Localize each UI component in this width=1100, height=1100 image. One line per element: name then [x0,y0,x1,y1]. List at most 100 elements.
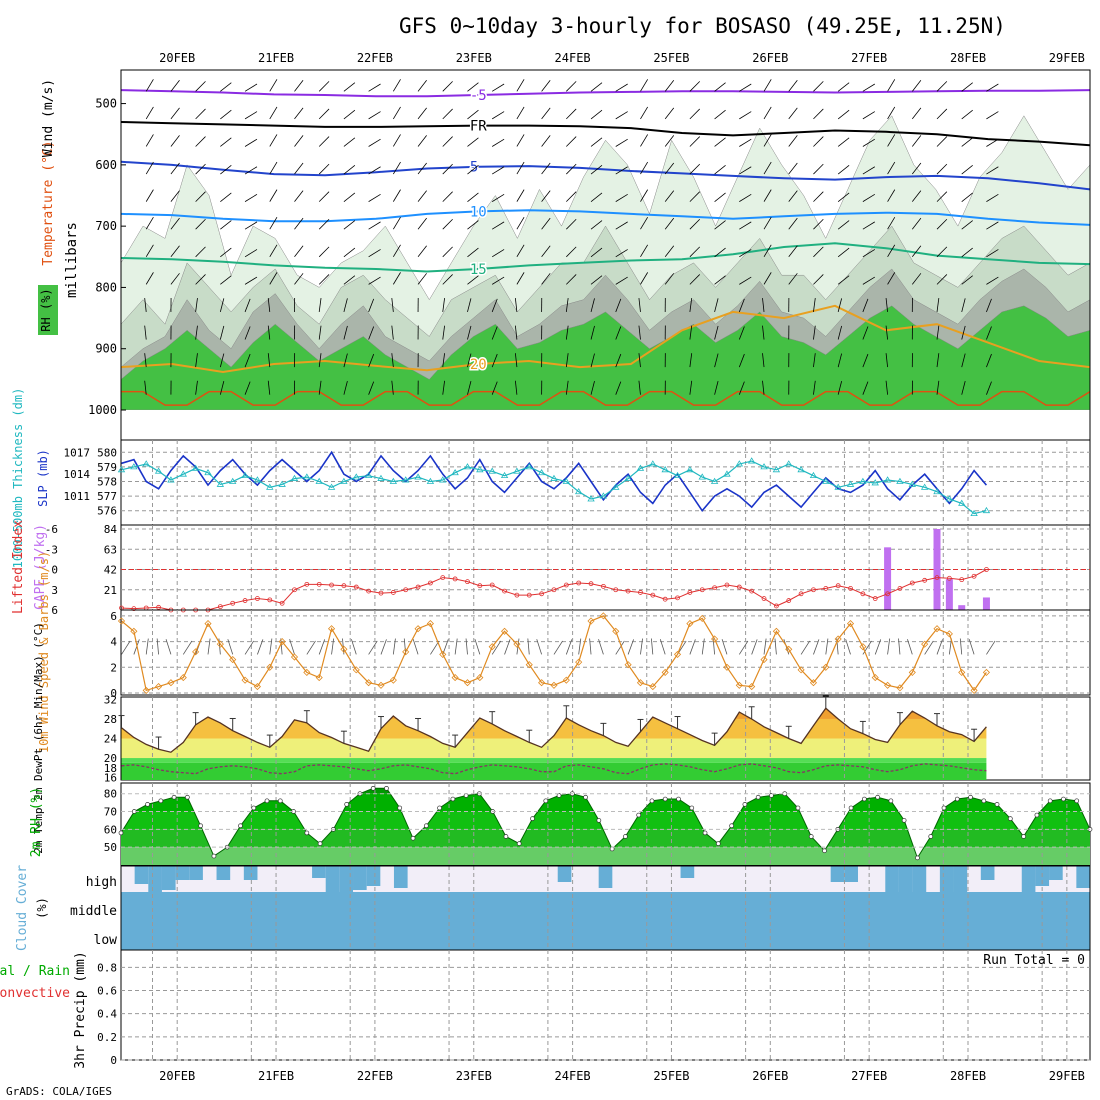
pressure-tick: 900 [95,342,117,356]
wind-barb [714,192,726,202]
li-frame [120,524,1091,611]
wind-speed-point [908,668,916,676]
date-tick-bottom: 20FEB [159,1069,195,1083]
temp-band [121,708,987,719]
rh-point [238,823,243,829]
wind-barb [491,276,505,285]
cape-tick: 21 [104,584,117,597]
wind-barb [763,79,772,92]
thickness-point [945,495,954,502]
wind-barb [837,165,850,175]
cloud-high-bar [366,866,381,886]
li-point [551,587,557,593]
cloud-low-layer [121,892,1090,950]
li-point [835,583,841,589]
precip-tick: 0.2 [97,1031,117,1044]
wind-barb [640,106,649,120]
wind-barb [343,82,356,92]
rh-point [344,802,350,807]
wind-barb [294,245,304,258]
cloud-high-bar [353,866,367,890]
cloud-high-bar [830,866,845,882]
wind-barb [887,638,891,655]
wind-barb [392,106,401,120]
wind-barb [244,83,258,92]
wind-barb [417,135,427,147]
rh-point [118,830,124,836]
li-point [156,604,161,610]
slp-axis-label: SLP (mb) [36,449,50,507]
rh-point [264,798,270,804]
wind-barb [590,381,595,395]
wind-barb [874,639,882,655]
li-point [353,584,359,590]
wind-barb [195,246,206,258]
thickness-point [228,477,237,484]
wind-speed-point [921,640,929,648]
thickness-point [167,476,175,483]
thickness-point [649,460,657,467]
thickness-tick: 579 [97,461,117,474]
wind-barb [862,640,872,655]
rh-band [121,811,1090,830]
thickness-point [933,487,941,495]
wind-barb [936,353,940,368]
wind-barb [590,298,595,313]
rh-tick: 70 [104,806,117,819]
li-line [121,569,987,611]
thickness-point [809,471,818,479]
wind-barb [961,381,966,395]
wind-barb [516,79,525,92]
wind-barb [986,138,999,147]
li-point [341,583,347,589]
thickness-tick: 580 [97,446,117,459]
wind-barb [145,189,154,202]
wind-barb [219,325,225,340]
wind-speed-point [982,668,991,676]
wind10m-axis-label: 10m Wind Speed & Barbs (m/s) [37,551,51,753]
wind-barb [664,107,675,120]
wind-barb [714,247,726,258]
wind-barb [220,220,232,230]
wind-speed-point [241,676,249,684]
wind-barb [762,297,765,312]
thickness-point [377,474,385,481]
wind-barb [986,193,999,202]
li-point [650,592,656,598]
wind-barb [738,326,745,340]
wind-barb [514,325,518,340]
thickness-point [278,480,286,487]
wind-barb [640,134,649,147]
rh-point [928,834,934,839]
rh-point [450,796,456,802]
wind-barb [615,221,628,230]
rh-point [702,830,708,836]
wind-barb [391,353,394,368]
wind-barb [961,275,973,285]
wind-barb [504,639,511,655]
thickness-point [266,483,274,490]
rh-point [649,798,655,804]
wind-barb [788,80,798,92]
wind-barb [961,82,973,92]
wind-barb [714,275,726,285]
rh-axis-label: RH (%) [39,288,53,331]
cloud-high-bar [1076,866,1090,888]
wind-barb [887,244,896,257]
date-tick-bottom: 21FEB [258,1069,294,1083]
wind-barb [467,109,479,120]
wind-speed-point [204,620,212,628]
wind-barb [689,639,696,655]
wind-barb [862,166,876,175]
wind-tick: 4 [110,636,117,649]
cloud-high-bar [953,866,968,894]
wind-barb [516,189,525,202]
li-point [897,586,903,591]
wind-barb [306,640,316,655]
wind-barb [862,193,876,202]
isotherm-label: 10 [470,204,487,220]
wind-barb [351,639,357,655]
li-point [514,592,520,598]
wind-barb [862,138,876,147]
wind-barb [788,135,798,147]
